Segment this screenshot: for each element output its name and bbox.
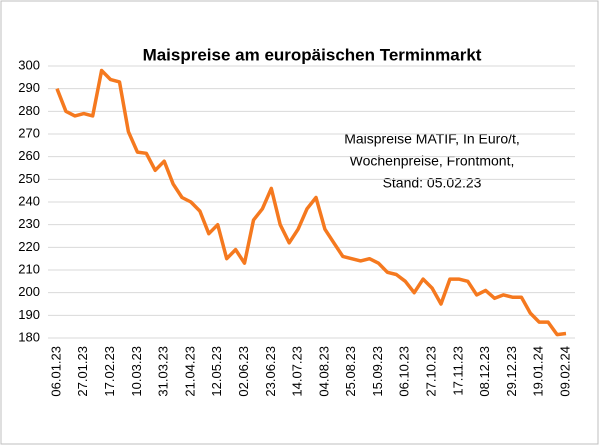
y-tick-label: 200 bbox=[18, 284, 40, 299]
x-tick-label: 21.04.23 bbox=[182, 346, 197, 397]
x-tick-label: 25.08.23 bbox=[343, 346, 358, 397]
x-tick-label: 27.01.23 bbox=[75, 346, 90, 397]
chart-title: Maispreise am europäischen Terminmarkt bbox=[143, 45, 482, 64]
x-tick-label: 15.09.23 bbox=[370, 346, 385, 397]
annotation: Wochenpreise, Frontmont, bbox=[350, 153, 515, 169]
x-tick-label: 23.06.23 bbox=[263, 346, 278, 397]
x-tick-label: 29.12.23 bbox=[504, 346, 519, 397]
x-tick-label: 09.02.24 bbox=[557, 346, 572, 397]
x-tick-label: 06.01.23 bbox=[48, 346, 63, 397]
y-tick-label: 280 bbox=[18, 103, 40, 118]
x-tick-label: 19.01.24 bbox=[531, 346, 546, 397]
x-tick-label: 08.12.23 bbox=[477, 346, 492, 397]
x-tick-label: 12.05.23 bbox=[209, 346, 224, 397]
x-tick-label: 27.10.23 bbox=[423, 346, 438, 397]
x-tick-label: 10.03.23 bbox=[129, 346, 144, 397]
y-tick-label: 230 bbox=[18, 216, 40, 231]
line-series bbox=[55, 68, 567, 337]
x-tick-label: 06.10.23 bbox=[397, 346, 412, 397]
annotation: Maispreise MATIF, In Euro/t, bbox=[344, 131, 520, 147]
x-tick-label: 17.02.23 bbox=[102, 346, 117, 397]
y-tick-label: 180 bbox=[18, 329, 40, 344]
y-tick-label: 290 bbox=[18, 80, 40, 95]
x-tick-label: 14.07.23 bbox=[290, 346, 305, 397]
y-tick-label: 240 bbox=[18, 193, 40, 208]
y-tick-label: 250 bbox=[18, 171, 40, 186]
y-tick-label: 270 bbox=[18, 125, 40, 140]
annotation: Stand: 05.02.23 bbox=[383, 175, 482, 191]
y-tick-label: 220 bbox=[18, 239, 40, 254]
y-tick-label: 300 bbox=[18, 57, 40, 72]
x-tick-label: 17.11.23 bbox=[450, 346, 465, 396]
y-tick-label: 260 bbox=[18, 148, 40, 163]
y-tick-label: 210 bbox=[18, 261, 40, 276]
x-tick-label: 02.06.23 bbox=[236, 346, 251, 397]
y-tick-label: 190 bbox=[18, 307, 40, 322]
x-tick-label: 31.03.23 bbox=[156, 346, 171, 397]
x-tick-label: 04.08.23 bbox=[316, 346, 331, 397]
